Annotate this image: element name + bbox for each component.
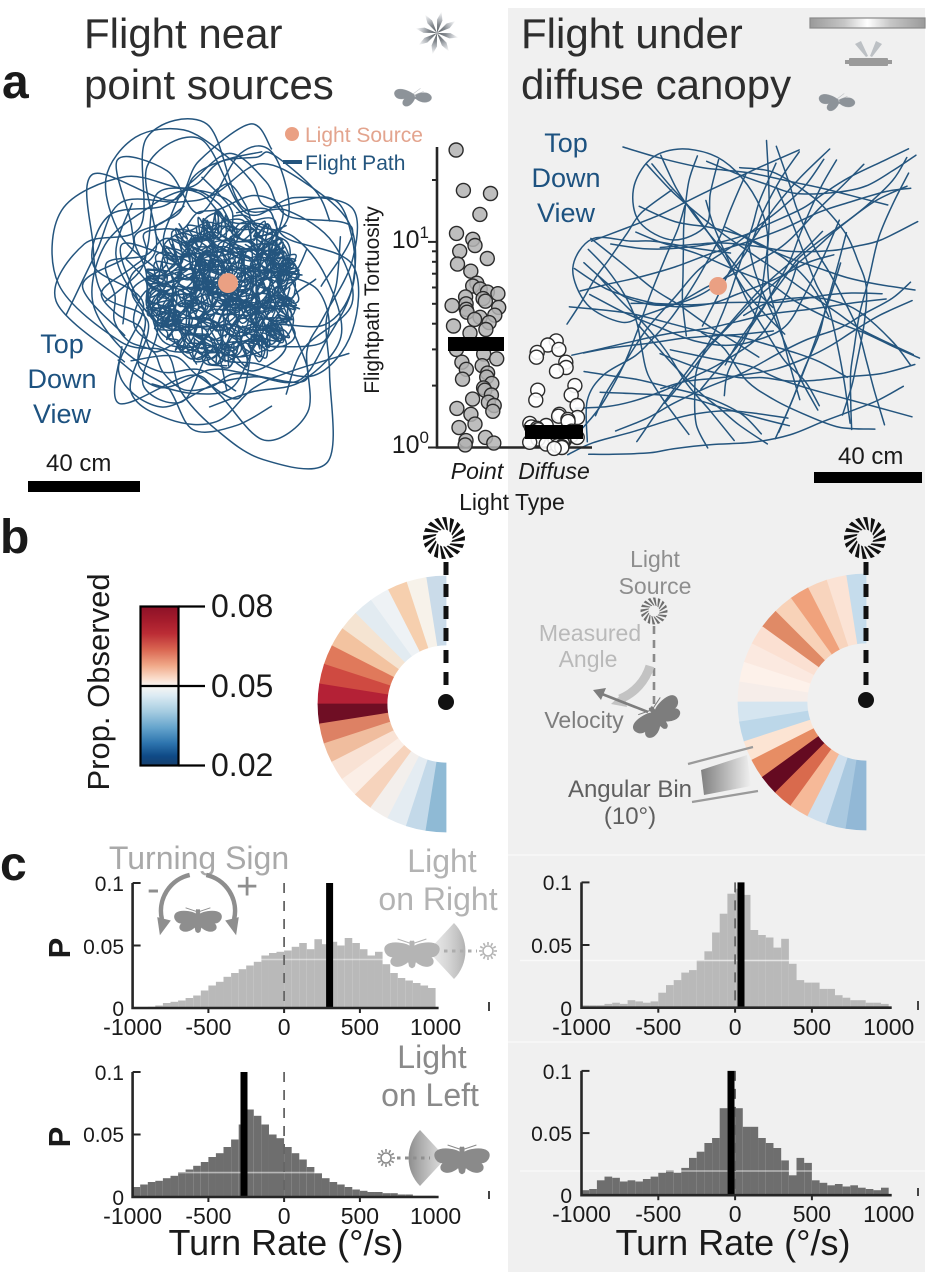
svg-text:a: a [2, 56, 29, 109]
svg-text:Point: Point [451, 458, 505, 484]
svg-text:0: 0 [278, 1203, 291, 1229]
svg-text:Flight under: Flight under [521, 10, 743, 57]
svg-text:0: 0 [560, 1185, 572, 1208]
svg-text:View: View [537, 198, 596, 228]
svg-text:Flight Path: Flight Path [305, 152, 405, 175]
svg-text:0.05: 0.05 [531, 935, 572, 958]
svg-text:1000: 1000 [410, 1203, 461, 1229]
svg-text:500: 500 [793, 1201, 831, 1227]
svg-text:0: 0 [560, 998, 572, 1021]
svg-text:500: 500 [341, 1014, 379, 1040]
svg-text:40 cm: 40 cm [838, 443, 903, 470]
svg-text:0.1: 0.1 [543, 1061, 572, 1084]
svg-text:+: + [236, 866, 258, 908]
svg-text:P: P [42, 938, 77, 959]
svg-text:-1000: -1000 [103, 1203, 162, 1229]
svg-text:0.02: 0.02 [211, 747, 273, 783]
svg-text:b: b [0, 511, 29, 564]
svg-text:-500: -500 [185, 1203, 231, 1229]
svg-text:0.05: 0.05 [531, 1123, 572, 1146]
svg-text:0.1: 0.1 [95, 873, 124, 896]
svg-text:0.1: 0.1 [95, 1062, 124, 1085]
svg-text:0: 0 [729, 1014, 742, 1040]
svg-text:Light Source: Light Source [305, 124, 423, 147]
svg-text:Prop. Observed: Prop. Observed [81, 573, 116, 790]
svg-text:Turn Rate (°/s): Turn Rate (°/s) [168, 1222, 403, 1263]
svg-text:Source: Source [619, 573, 692, 599]
svg-text:0.05: 0.05 [211, 668, 273, 704]
svg-text:0: 0 [278, 1014, 291, 1040]
svg-text:Flightpath Tortuosity: Flightpath Tortuosity [361, 206, 384, 394]
svg-text:0.1: 0.1 [543, 872, 572, 895]
svg-text:Down: Down [27, 364, 96, 394]
svg-text:diffuse canopy: diffuse canopy [521, 61, 791, 108]
svg-text:-500: -500 [635, 1201, 681, 1227]
svg-text:40 cm: 40 cm [46, 450, 111, 477]
svg-text:-: - [147, 868, 160, 910]
svg-text:Down: Down [531, 163, 600, 193]
svg-text:View: View [33, 399, 92, 429]
svg-text:Measured: Measured [539, 620, 641, 646]
svg-text:Flight near: Flight near [84, 10, 282, 57]
svg-text:Light Type: Light Type [459, 489, 565, 515]
svg-text:point sources: point sources [84, 61, 334, 108]
svg-text:Light: Light [630, 546, 680, 572]
svg-text:Turn Rate (°/s): Turn Rate (°/s) [615, 1222, 850, 1263]
svg-text:Light: Light [397, 1039, 467, 1075]
svg-text:500: 500 [341, 1203, 379, 1229]
svg-text:0: 0 [729, 1201, 742, 1227]
svg-text:on Left: on Left [381, 1077, 479, 1113]
svg-text:Top: Top [544, 128, 588, 158]
svg-text:c: c [0, 838, 27, 891]
svg-text:Velocity: Velocity [544, 707, 624, 733]
svg-text:Top: Top [40, 329, 84, 359]
svg-text:0: 0 [112, 998, 124, 1021]
svg-text:1000: 1000 [863, 1014, 914, 1040]
svg-text:1000: 1000 [410, 1014, 461, 1040]
svg-text:-500: -500 [185, 1014, 231, 1040]
svg-text:-1000: -1000 [552, 1201, 611, 1227]
svg-text:Diffuse: Diffuse [518, 458, 590, 484]
svg-text:0: 0 [112, 1187, 124, 1210]
svg-text:1000: 1000 [863, 1201, 914, 1227]
svg-text:-500: -500 [635, 1014, 681, 1040]
svg-text:Angular Bin: Angular Bin [568, 776, 692, 803]
svg-text:0.05: 0.05 [83, 936, 124, 959]
svg-text:Turning Sign: Turning Sign [109, 840, 289, 876]
svg-text:-1000: -1000 [552, 1014, 611, 1040]
svg-text:-1000: -1000 [103, 1014, 162, 1040]
svg-text:0.05: 0.05 [83, 1124, 124, 1147]
svg-text:(10°): (10°) [604, 803, 656, 830]
svg-text:Light: Light [407, 843, 477, 879]
svg-text:on Right: on Right [378, 881, 497, 917]
svg-text:500: 500 [793, 1014, 831, 1040]
svg-text:P: P [42, 1127, 77, 1148]
svg-text:Angle: Angle [559, 646, 618, 672]
svg-text:0.08: 0.08 [211, 588, 273, 624]
